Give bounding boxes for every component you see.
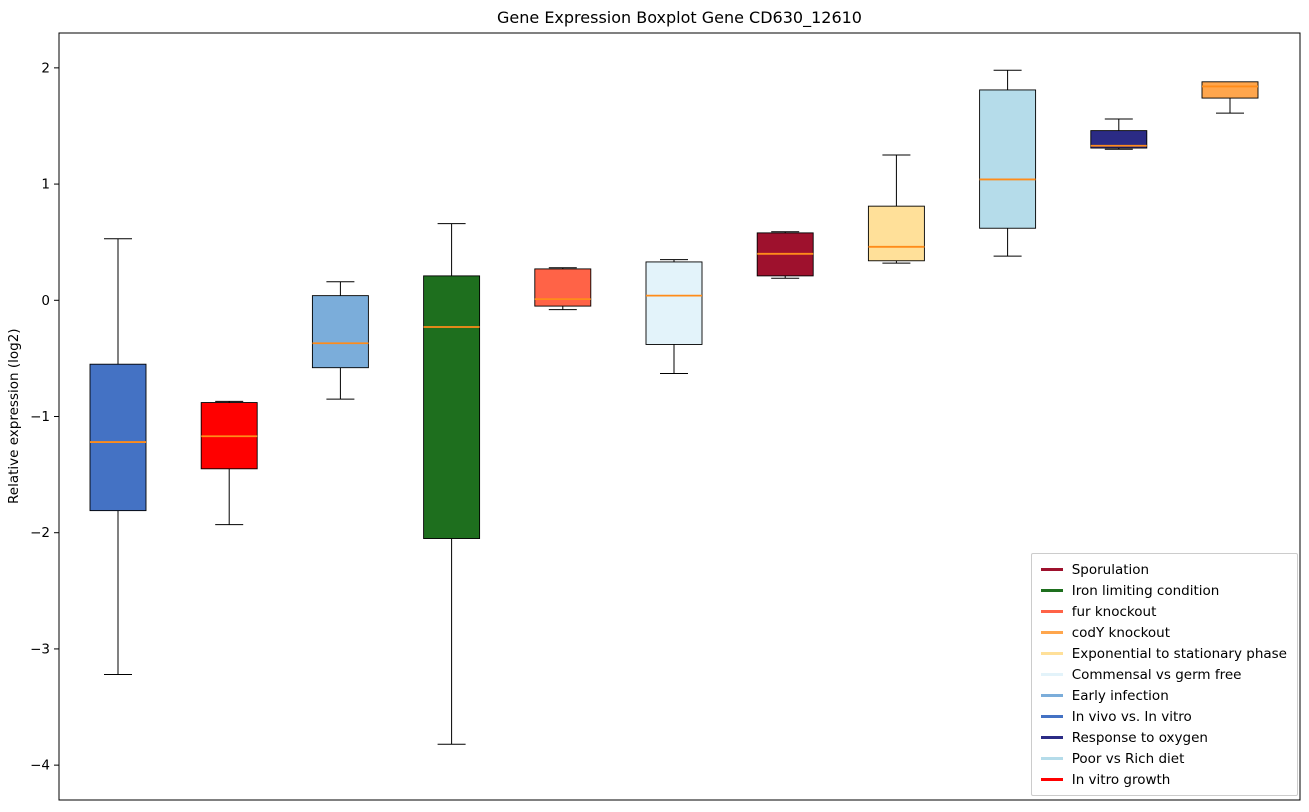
boxplot-box: [979, 69, 1037, 257]
legend-color-line: [1040, 715, 1063, 718]
boxplot-box: [867, 154, 925, 264]
boxplot-box: [756, 231, 814, 279]
y-tick-label: −3: [30, 641, 50, 657]
boxplot-box: [645, 259, 703, 375]
boxplot-box: [200, 400, 258, 526]
legend-label: Iron limiting condition: [1071, 582, 1220, 599]
box-rect: [423, 275, 481, 539]
y-tick-label: −1: [30, 409, 50, 425]
legend-item: fur knockout: [1040, 603, 1287, 620]
legend-item: Early infection: [1040, 687, 1287, 704]
box-rect: [645, 261, 703, 345]
legend-color-line: [1040, 778, 1063, 781]
box-rect: [867, 205, 925, 262]
legend-label: Poor vs Rich diet: [1071, 750, 1185, 767]
legend-item: Exponential to stationary phase: [1040, 645, 1287, 662]
legend-color-line: [1040, 589, 1063, 592]
legend-item: Sporulation: [1040, 561, 1287, 578]
legend-label: Early infection: [1071, 687, 1169, 704]
box-rect: [1090, 130, 1148, 149]
legend-color-line: [1040, 736, 1063, 739]
legend-item: In vitro growth: [1040, 771, 1287, 788]
legend-label: Commensal vs germ free: [1071, 666, 1242, 683]
legend-item: codY knockout: [1040, 624, 1287, 641]
legend-item: Poor vs Rich diet: [1040, 750, 1287, 767]
legend-item: Iron limiting condition: [1040, 582, 1287, 599]
box-rect: [1201, 81, 1259, 99]
legend-label: fur knockout: [1071, 603, 1157, 620]
box-rect: [979, 89, 1037, 229]
legend-label: Sporulation: [1071, 561, 1150, 578]
box-rect: [311, 295, 369, 369]
boxplot-box: [1090, 118, 1148, 150]
box-rect: [89, 363, 147, 512]
legend-label: Exponential to stationary phase: [1071, 645, 1287, 662]
boxplot-box: [1201, 81, 1259, 114]
boxplot-box: [534, 267, 592, 311]
y-tick-label: −4: [30, 758, 50, 774]
legend-color-line: [1040, 568, 1063, 571]
legend-label: codY knockout: [1071, 624, 1171, 641]
legend: Sporulation Iron limiting condition fur kn…: [1030, 553, 1298, 796]
chart-title: Gene Expression Boxplot Gene CD630_12610: [497, 8, 862, 27]
legend-color-line: [1040, 694, 1063, 697]
legend-color-line: [1040, 673, 1063, 676]
boxplot-box: [423, 223, 481, 745]
boxplot-box: [89, 238, 147, 675]
legend-item: In vivo vs. In vitro: [1040, 708, 1287, 725]
y-tick-label: 2: [41, 60, 50, 76]
legend-color-line: [1040, 610, 1063, 613]
legend-color-line: [1040, 652, 1063, 655]
legend-color-line: [1040, 757, 1063, 760]
box-rect: [534, 268, 592, 307]
legend-label: In vivo vs. In vitro: [1071, 708, 1192, 725]
y-tick-label: −2: [30, 525, 50, 541]
legend-color-line: [1040, 631, 1063, 634]
legend-label: Response to oxygen: [1071, 729, 1208, 746]
legend-label: In vitro growth: [1071, 771, 1171, 788]
y-tick-label: 1: [41, 177, 50, 193]
y-tick-label: 0: [41, 293, 50, 309]
legend-item: Response to oxygen: [1040, 729, 1287, 746]
boxplot-box: [311, 281, 369, 400]
legend-item: Commensal vs germ free: [1040, 666, 1287, 683]
